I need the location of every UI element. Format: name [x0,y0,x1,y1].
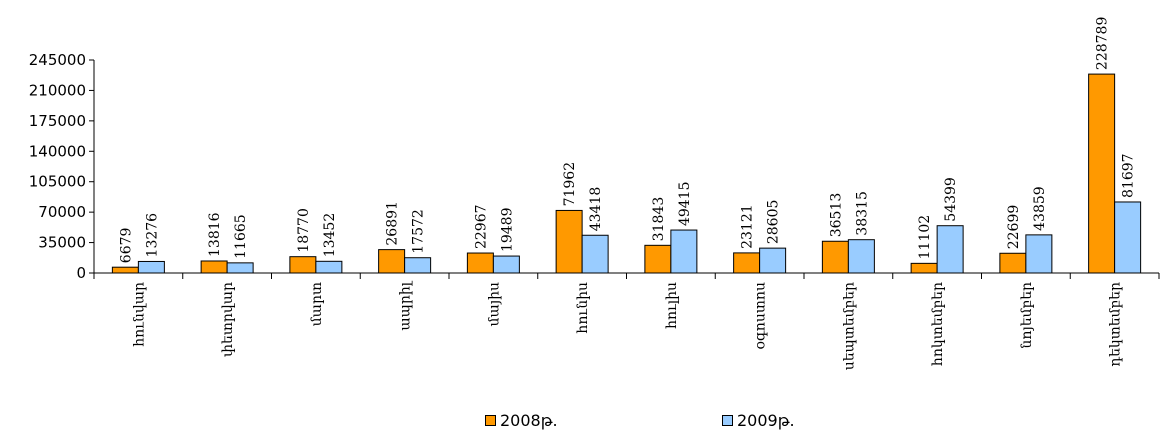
bar-2009 [1114,201,1142,274]
data-label: 38315 [854,191,870,236]
bar-2009 [670,229,698,274]
bar-2009 [226,262,254,274]
x-category-label: օգոստոս [753,282,769,349]
data-label: 13276 [144,213,160,258]
bar-2009 [315,260,343,274]
data-label: 19489 [499,208,515,253]
bar-2008 [821,240,849,274]
data-label: 11665 [233,214,249,259]
bar-2008 [910,262,938,274]
data-label: 17572 [411,209,427,254]
x-axis [93,272,1160,279]
y-tick-label: 210000 [29,81,86,99]
data-label: 54399 [943,177,959,222]
y-tick-label: 0 [76,264,86,282]
data-label: 6679 [118,228,134,264]
bar-2008 [466,252,494,274]
y-tick-label: 140000 [29,142,86,160]
category-labels: հունվար փետրվար մարտ ապրիլ մայիս հունիս հուլիս… [131,280,1123,370]
bar-2009 [137,260,165,274]
data-label: 18770 [296,208,312,253]
data-label: 31843 [651,197,667,242]
x-category-label: նոյեմբեր [1019,282,1035,349]
data-label: 228789 [1095,17,1111,70]
y-tick-label: 105000 [29,173,86,191]
bar-2009 [404,257,432,274]
data-label: 22699 [1006,205,1022,250]
bar-2009 [581,234,609,274]
x-category-label: մայիս [486,282,502,327]
x-category-label: դեկտեմբեր [1108,282,1124,367]
bar-2009 [936,225,964,274]
bar-2009 [847,239,875,274]
data-label: 49415 [677,181,693,226]
x-category-label: փետրվար [220,282,236,357]
data-label: 26891 [385,201,401,246]
x-category-label: հունվար [131,282,147,347]
data-label: 13452 [322,213,338,258]
bars [111,73,1142,274]
data-label: 23121 [740,204,756,249]
x-category-label: սեպտեմբեր [841,282,857,370]
y-tick-label: 70000 [38,203,86,221]
bar-2008 [644,244,672,274]
data-label: 81697 [1121,153,1137,198]
y-tick-label: 245000 [29,51,86,69]
legend: 2008թ. 2009թ. [0,411,1175,433]
data-label: 36513 [828,193,844,238]
data-labels: 6679 13276 13816 11665 18770 13452 26891 17572 2… [118,17,1136,264]
legend-item-2008: 2008թ. [485,411,558,430]
x-category-label: մարտ [309,282,325,326]
bar-2008 [1088,73,1116,274]
x-category-label: հունիս [575,282,591,334]
data-label: 22967 [473,204,489,249]
x-category-label: ապրիլ [398,280,414,330]
bar-2009 [492,255,520,274]
x-category-label: հոկտեմբեր [930,282,946,366]
legend-item-2009: 2009թ. [722,411,795,430]
data-label: 28605 [766,200,782,245]
y-tick-label: 175000 [29,112,86,130]
legend-label-2008: 2008թ. [500,411,558,430]
bar-2009 [1025,234,1053,274]
bar-2008 [733,252,761,274]
bar-2008 [555,209,583,274]
data-label: 11102 [917,215,933,260]
bar-2009 [759,247,787,274]
x-category-label: հուլիս [664,282,680,329]
data-label: 43859 [1032,186,1048,231]
bar-2008 [200,260,228,274]
bar-2008 [378,249,406,274]
bar-2008 [289,256,317,274]
y-tick-label: 35000 [38,234,86,252]
bar-2008 [999,252,1027,274]
legend-label-2009: 2009թ. [737,411,795,430]
bar-2008 [111,266,139,274]
data-label: 43418 [588,187,604,232]
data-label: 71962 [562,162,578,207]
legend-swatch-2008 [485,415,496,426]
legend-swatch-2009 [722,415,733,426]
y-axis: 0 35000 70000 105000 140000 175000 210000 24500… [29,51,95,282]
data-label: 13816 [207,212,223,257]
